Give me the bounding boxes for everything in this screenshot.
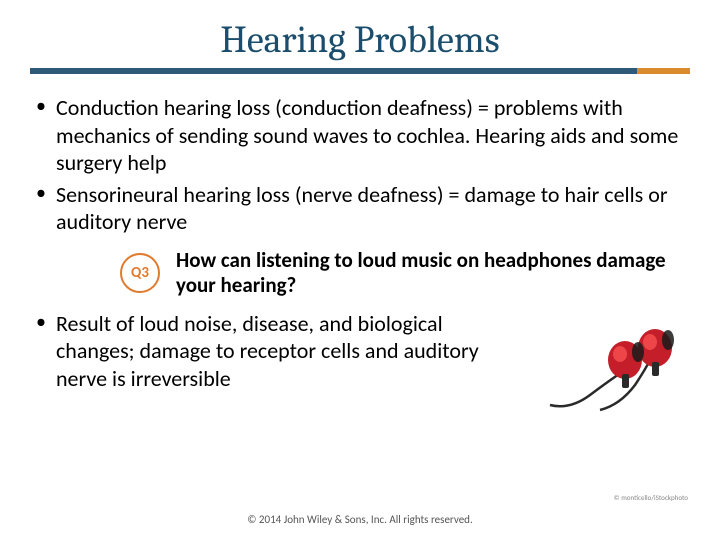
bullet-item: Conduction hearing loss (conduction deaf… <box>30 94 690 177</box>
copyright-text: © 2014 John Wiley & Sons, Inc. All right… <box>0 513 720 526</box>
image-attribution: © monticello/iStockphoto <box>614 493 688 502</box>
lower-section: Result of loud noise, disease, and biolo… <box>30 310 690 420</box>
slide-container: Hearing Problems Conduction hearing loss… <box>0 0 720 540</box>
earbuds-icon <box>530 310 690 420</box>
earbuds-image <box>530 310 690 420</box>
question-text: How can listening to loud music on headp… <box>176 248 690 298</box>
question-badge-label: Q3 <box>131 264 149 282</box>
question-badge: Q3 <box>120 253 160 293</box>
title-divider <box>30 68 690 74</box>
slide-title: Hearing Problems <box>30 18 690 62</box>
bottom-bullet-list: Result of loud noise, disease, and biolo… <box>30 310 520 397</box>
top-bullet-list: Conduction hearing loss (conduction deaf… <box>30 94 690 236</box>
question-row: Q3 How can listening to loud music on he… <box>120 248 690 298</box>
bullet-item: Result of loud noise, disease, and biolo… <box>30 310 520 393</box>
bullet-item: Sensorineural hearing loss (nerve deafne… <box>30 181 690 236</box>
